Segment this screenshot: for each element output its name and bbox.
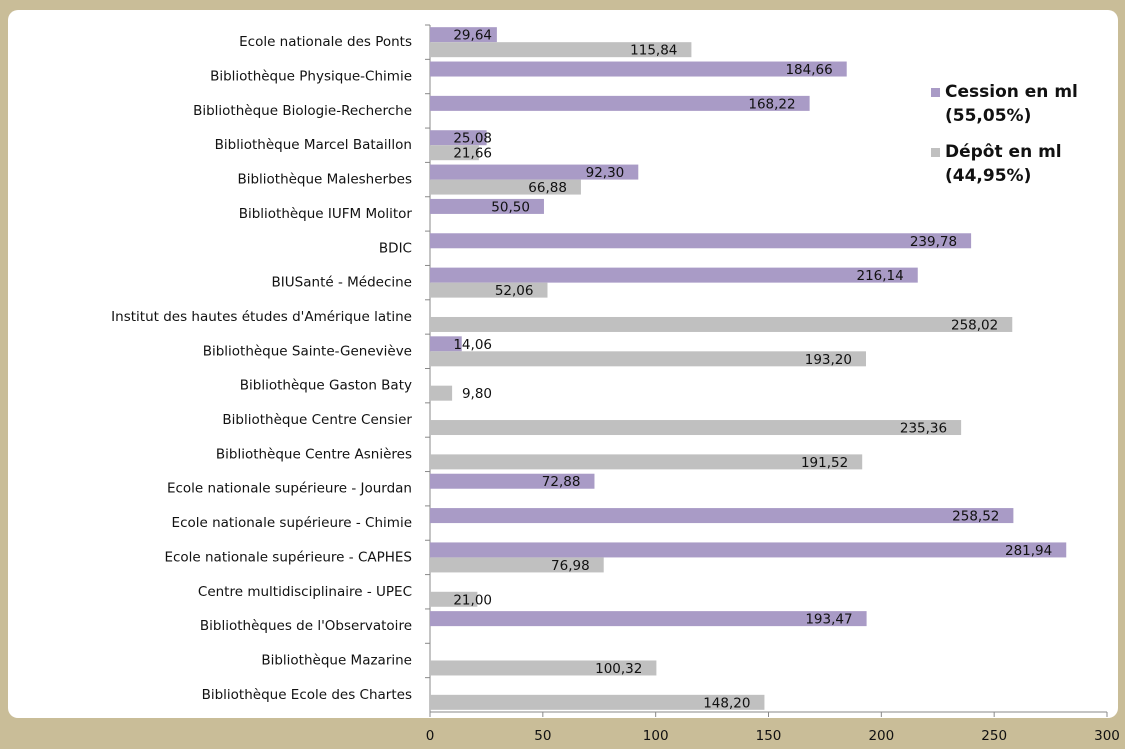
y-tick-label: Ecole nationale supérieure - Jourdan xyxy=(167,481,412,497)
x-tick-label: 0 xyxy=(426,728,435,744)
y-tick-label: Bibliothèque IUFM Molitor xyxy=(239,206,413,222)
bar xyxy=(430,420,962,436)
y-tick-label: BIUSanté - Médecine xyxy=(272,275,412,291)
bar xyxy=(430,316,1013,332)
y-tick-label: Bibliothèque Biologie-Recherche xyxy=(193,103,412,119)
y-tick-label: Bibliothèque Sainte-Geneviève xyxy=(203,343,412,359)
y-tick-label: Ecole nationale des Ponts xyxy=(239,34,412,50)
legend-label: Cession en ml (55,05%) xyxy=(945,82,1078,126)
value-label: 9,80 xyxy=(462,386,492,402)
legend-item: Cession en ml (55,05%) xyxy=(931,80,1105,128)
value-label: 148,20 xyxy=(703,695,750,711)
value-label: 115,84 xyxy=(630,43,677,59)
value-label: 25,08 xyxy=(453,131,492,147)
legend-item: Dépôt en ml (44,95%) xyxy=(931,140,1105,188)
y-tick-label: Bibliothèques de l'Observatoire xyxy=(200,618,412,634)
value-label: 258,52 xyxy=(952,509,999,525)
y-tick-label: Bibliothèque Centre Asnières xyxy=(216,446,412,462)
bar xyxy=(430,385,453,401)
bar xyxy=(430,267,918,283)
bar xyxy=(430,233,972,249)
x-tick-label: 150 xyxy=(756,728,782,744)
bar xyxy=(430,542,1067,558)
value-label: 14,06 xyxy=(453,337,492,353)
bar xyxy=(430,557,604,573)
bar xyxy=(430,282,548,298)
value-label: 168,22 xyxy=(748,96,795,112)
y-tick-label: Bibliothèque Malesherbes xyxy=(237,172,412,188)
value-label: 29,64 xyxy=(453,28,492,44)
x-tick-label: 200 xyxy=(868,728,894,744)
legend-swatch xyxy=(931,148,940,157)
bar xyxy=(430,145,479,161)
bar xyxy=(430,42,692,58)
value-label: 193,20 xyxy=(805,352,852,368)
bar xyxy=(430,179,581,195)
y-tick-label: Ecole nationale supérieure - Chimie xyxy=(172,515,412,531)
value-label: 72,88 xyxy=(542,474,581,490)
value-label: 191,52 xyxy=(801,455,848,471)
bar xyxy=(430,611,867,627)
value-label: 21,66 xyxy=(453,146,492,162)
y-tick-label: Bibliothèque Gaston Baty xyxy=(240,378,412,394)
value-label: 239,78 xyxy=(910,234,957,250)
value-label: 92,30 xyxy=(586,165,625,181)
y-tick-label: Bibliothèque Centre Censier xyxy=(222,412,412,428)
y-tick-label: Bibliothèque Physique-Chimie xyxy=(210,69,412,85)
value-label: 66,88 xyxy=(528,180,567,196)
bar xyxy=(430,508,1014,524)
value-label: 258,02 xyxy=(951,317,998,333)
value-label: 193,47 xyxy=(805,612,852,628)
y-tick-label: Centre multidisciplinaire - UPEC xyxy=(198,584,412,600)
x-tick-label: 300 xyxy=(1094,728,1120,744)
value-label: 21,00 xyxy=(453,592,492,608)
y-tick-label: Bibliothèque Ecole des Chartes xyxy=(202,687,412,703)
value-label: 100,32 xyxy=(595,661,642,677)
bar xyxy=(430,454,863,470)
bar xyxy=(430,336,462,352)
value-label: 76,98 xyxy=(551,558,590,574)
y-tick-label: Ecole nationale supérieure - CAPHES xyxy=(164,549,412,565)
y-tick-label: Institut des hautes études d'Amérique la… xyxy=(111,309,412,325)
bar xyxy=(430,164,639,180)
bar xyxy=(430,61,847,77)
value-label: 50,50 xyxy=(491,199,530,215)
value-label: 184,66 xyxy=(785,62,832,78)
bar xyxy=(430,198,544,214)
legend-label: Dépôt en ml (44,95%) xyxy=(945,142,1062,186)
x-tick-label: 100 xyxy=(643,728,669,744)
bar xyxy=(430,473,595,489)
bar xyxy=(430,660,657,676)
x-tick-label: 250 xyxy=(981,728,1007,744)
legend-swatch xyxy=(931,88,940,97)
y-tick-label: Bibliothèque Marcel Bataillon xyxy=(215,137,412,153)
bar xyxy=(430,95,810,111)
value-label: 235,36 xyxy=(900,421,947,437)
bar xyxy=(430,591,478,607)
bar xyxy=(430,130,487,146)
x-tick-label: 50 xyxy=(534,728,551,744)
bar xyxy=(430,27,497,43)
bar xyxy=(430,694,765,710)
y-tick-label: Bibliothèque Mazarine xyxy=(261,652,412,668)
value-label: 281,94 xyxy=(1005,543,1052,559)
bar xyxy=(430,351,866,367)
y-tick-label: BDIC xyxy=(379,240,412,256)
value-label: 52,06 xyxy=(495,283,534,299)
value-label: 216,14 xyxy=(857,268,904,284)
